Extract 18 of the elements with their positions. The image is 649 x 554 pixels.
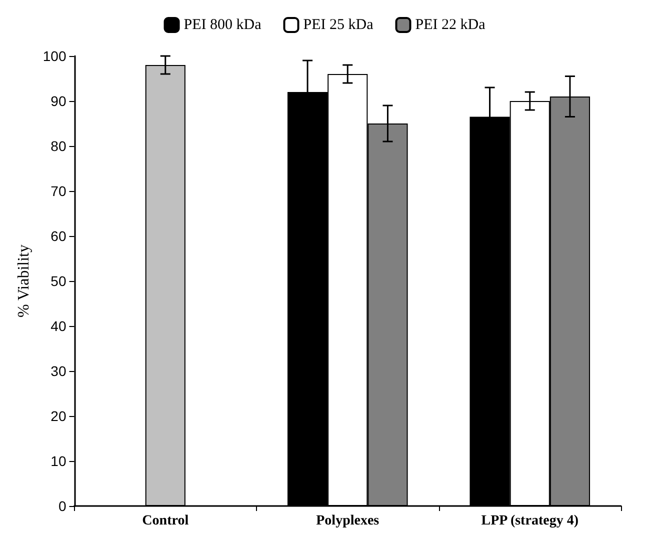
x-tick-label: Control xyxy=(142,514,189,528)
y-tick-label: 10 xyxy=(50,453,66,469)
y-tick-label: 40 xyxy=(50,318,66,334)
y-tick-label: 80 xyxy=(50,138,66,154)
legend-label: PEI 25 kDa xyxy=(303,17,374,33)
y-tick-label: 0 xyxy=(58,498,66,514)
x-tick-label: LPP (strategy 4) xyxy=(481,514,579,528)
y-tick-label: 30 xyxy=(50,363,66,379)
y-tick-label: 90 xyxy=(50,93,66,109)
legend-label: PEI 22 kDa xyxy=(415,17,486,33)
x-tick-label: Polyplexes xyxy=(316,514,380,528)
y-tick-label: 100 xyxy=(42,48,66,64)
y-tick-label: 50 xyxy=(50,273,66,289)
y-axis-title: % Viability xyxy=(16,244,32,318)
y-tick-label: 20 xyxy=(50,408,66,424)
y-tick-label: 60 xyxy=(50,228,66,244)
y-tick-label: 70 xyxy=(50,183,66,199)
legend-label: PEI 800 kDa xyxy=(184,17,262,33)
